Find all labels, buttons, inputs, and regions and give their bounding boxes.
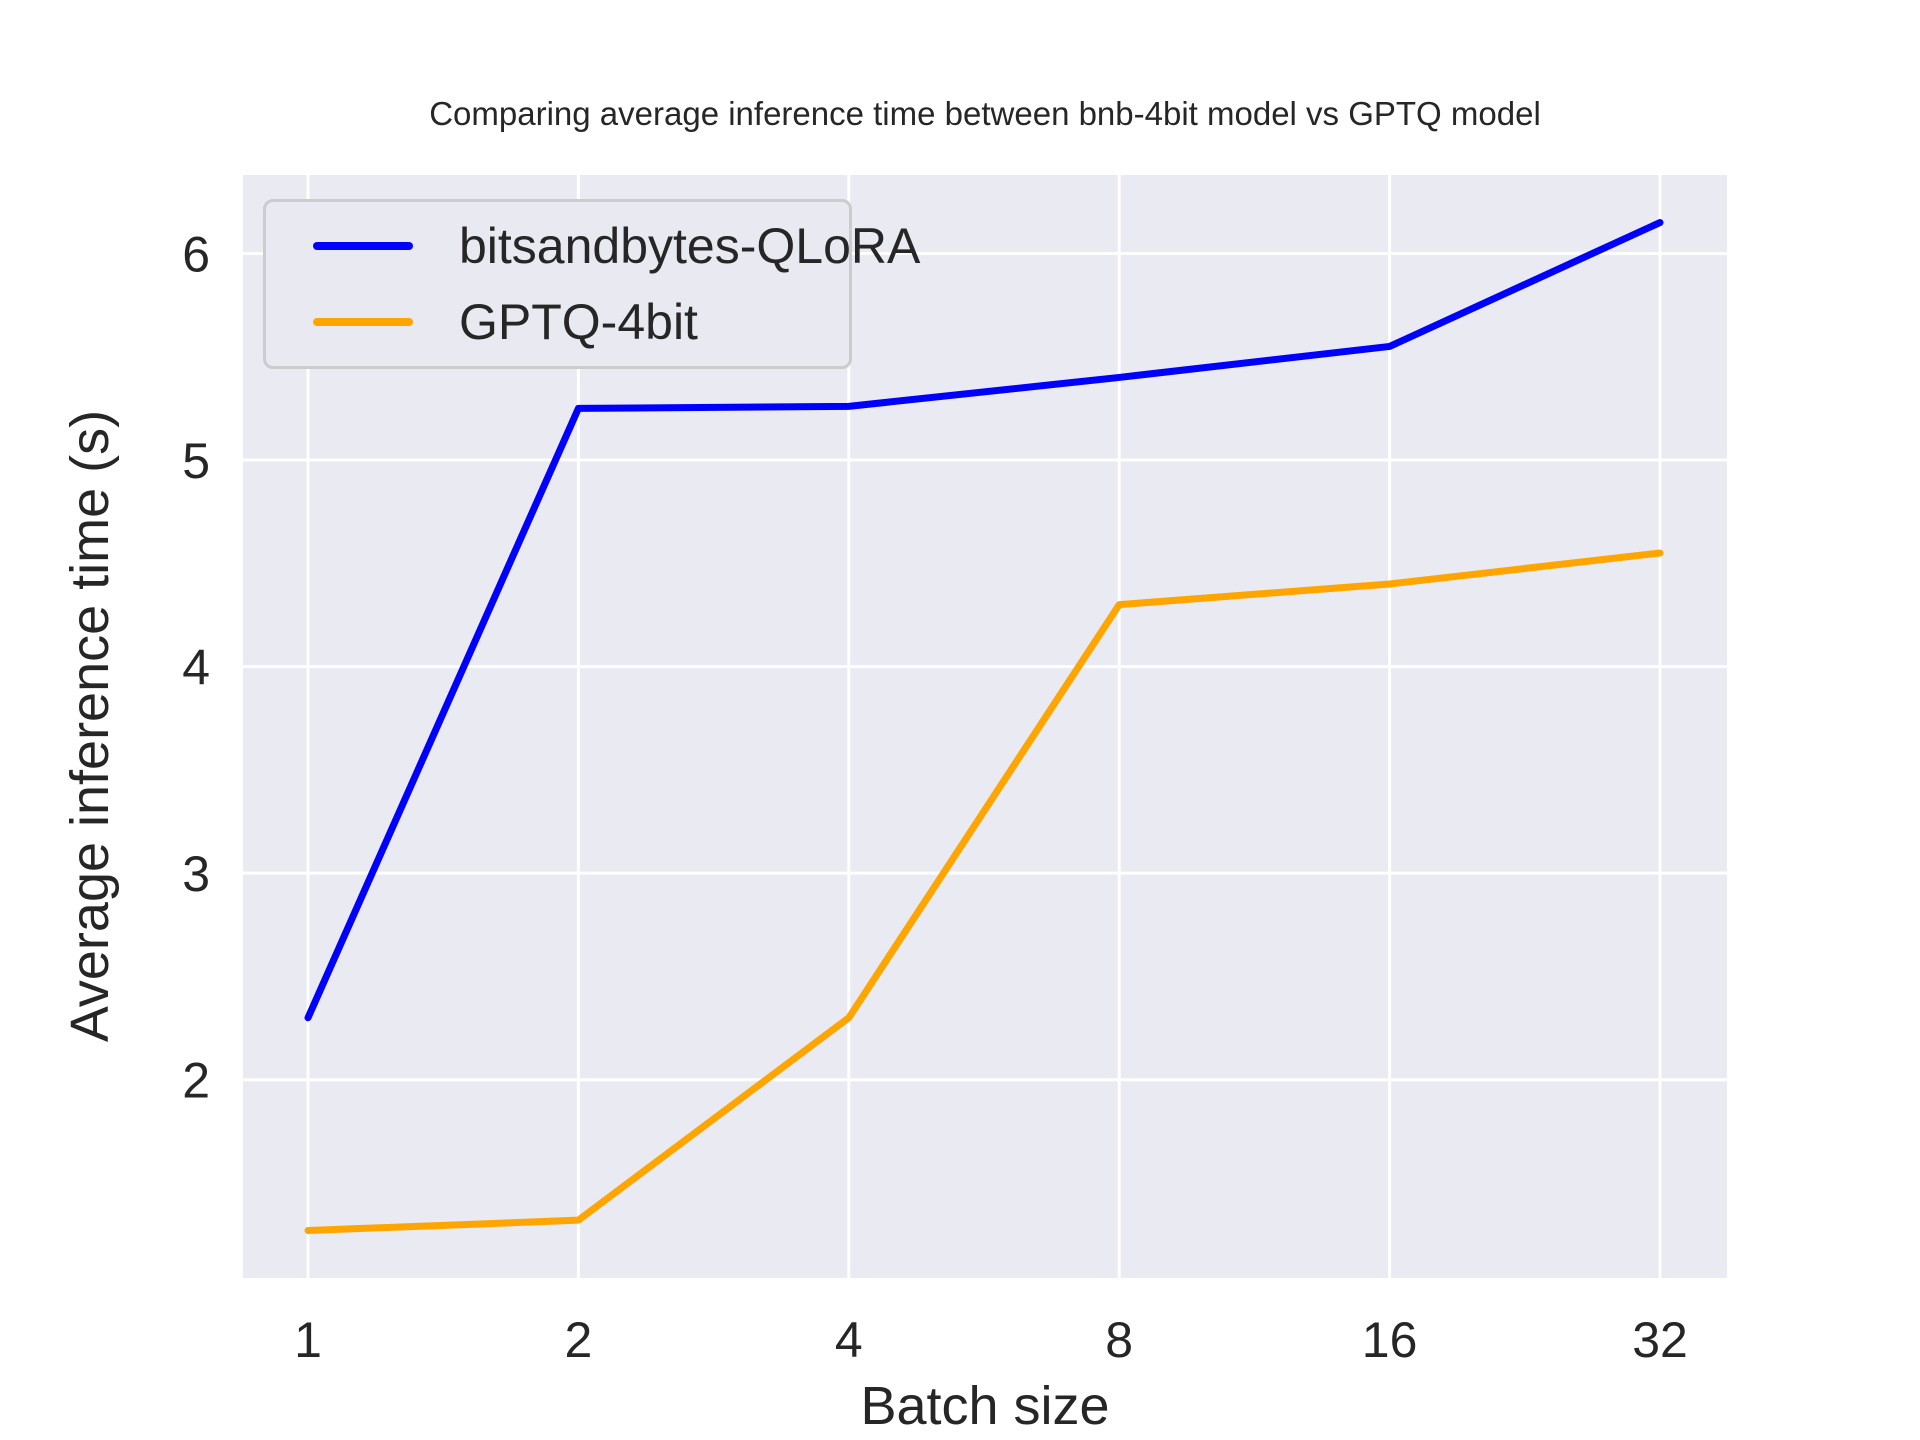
series-line-1 [304, 549, 1664, 1234]
legend-row-0: bitsandbytes-QLoRA [266, 215, 920, 277]
chart-title: Comparing average inference time between… [429, 95, 1541, 132]
legend-row-1: GPTQ-4bit [266, 291, 849, 353]
legend: bitsandbytes-QLoRA GPTQ-4bit [263, 199, 920, 369]
x-tick-label: 4 [835, 1312, 863, 1368]
y-tick-label: 2 [182, 1053, 210, 1109]
legend-line-swatch [313, 242, 413, 250]
x-tick-label: 1 [294, 1312, 322, 1368]
x-tick-label: 32 [1632, 1312, 1688, 1368]
legend-label: bitsandbytes-QLoRA [459, 218, 921, 274]
x-tick-label: 8 [1105, 1312, 1133, 1368]
y-tick-label: 5 [182, 433, 210, 489]
x-tick-labels: 1 2 4 8 16 32 [294, 1312, 1688, 1368]
x-axis-label: Batch size [860, 1376, 1109, 1436]
y-tick-label: 3 [182, 846, 210, 902]
y-tick-label: 6 [182, 226, 210, 282]
y-tick-labels: 2 3 4 5 6 [182, 226, 210, 1108]
series-lines [304, 219, 1664, 1234]
x-tick-label: 16 [1362, 1312, 1418, 1368]
y-axis-label: Average inference time (s) [60, 410, 120, 1042]
legend-label: GPTQ-4bit [459, 294, 698, 350]
series-line-0 [304, 219, 1664, 1022]
x-tick-label: 2 [564, 1312, 592, 1368]
legend-line-swatch [313, 318, 413, 326]
y-tick-label: 4 [182, 640, 210, 696]
